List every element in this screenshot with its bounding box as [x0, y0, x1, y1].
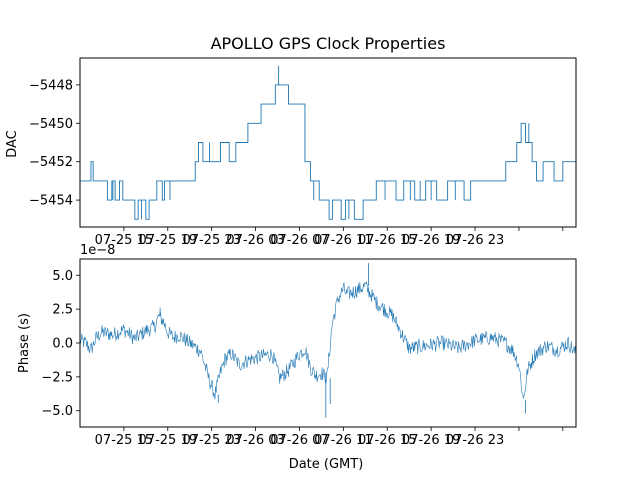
y-tick-label: −5.0: [41, 404, 73, 419]
y-tick-label: −5454: [29, 194, 73, 209]
x-tick-label: 07-25 23: [182, 233, 240, 248]
y-tick-label: 2.5: [52, 303, 73, 318]
x-tick-label: 07-25 19: [139, 233, 197, 248]
x-tick-label: 07-26 15: [358, 233, 416, 248]
x-tick-label: 07-26 19: [402, 433, 460, 448]
y-tick-label: −5448: [29, 78, 73, 93]
phase-panel: Phase (s) 1e−8 −5.0 −2.5 0.0 2.5 5.0 07-25 15…: [17, 243, 577, 472]
x-tick-label: 07-26 19: [402, 233, 460, 248]
dac-ylabel: DAC: [5, 130, 20, 158]
phase-series-line: [79, 281, 577, 400]
x-tick-label: 07-25 19: [139, 433, 197, 448]
x-tick-label: 07-26 03: [226, 433, 284, 448]
phase-xlabel: Date (GMT): [289, 457, 364, 472]
phase-offset-text: 1e−8: [80, 243, 115, 258]
dac-spikes: [112, 65, 530, 220]
x-tick-label: 07-25 15: [95, 233, 153, 248]
x-tick-label: 07-26 23: [446, 433, 504, 448]
phase-spikes: [159, 263, 526, 418]
x-tick-label: 07-26 15: [358, 433, 416, 448]
x-tick-label: 07-25 23: [182, 433, 240, 448]
y-tick-label: −5450: [29, 117, 73, 132]
y-tick-label: −5452: [29, 155, 73, 170]
y-tick-label: −2.5: [41, 370, 73, 385]
x-tick-label: 07-26 03: [226, 233, 284, 248]
chart-title: APOLLO GPS Clock Properties: [211, 34, 446, 53]
x-tick-label: 07-26 11: [314, 233, 372, 248]
phase-axes-frame: [79, 258, 577, 428]
x-tick-label: 07-26 07: [270, 233, 328, 248]
x-tick-label: 07-25 15: [95, 433, 153, 448]
y-tick-label: 0.0: [52, 337, 73, 352]
y-tick-label: 5.0: [52, 269, 73, 284]
dac-series-line: [80, 84, 576, 220]
x-tick-label: 07-26 23: [446, 233, 504, 248]
x-tick-label: 07-26 07: [270, 433, 328, 448]
phase-ylabel: Phase (s): [17, 313, 32, 373]
dac-axes-frame: [79, 57, 577, 228]
x-tick-label: 07-26 11: [314, 433, 372, 448]
